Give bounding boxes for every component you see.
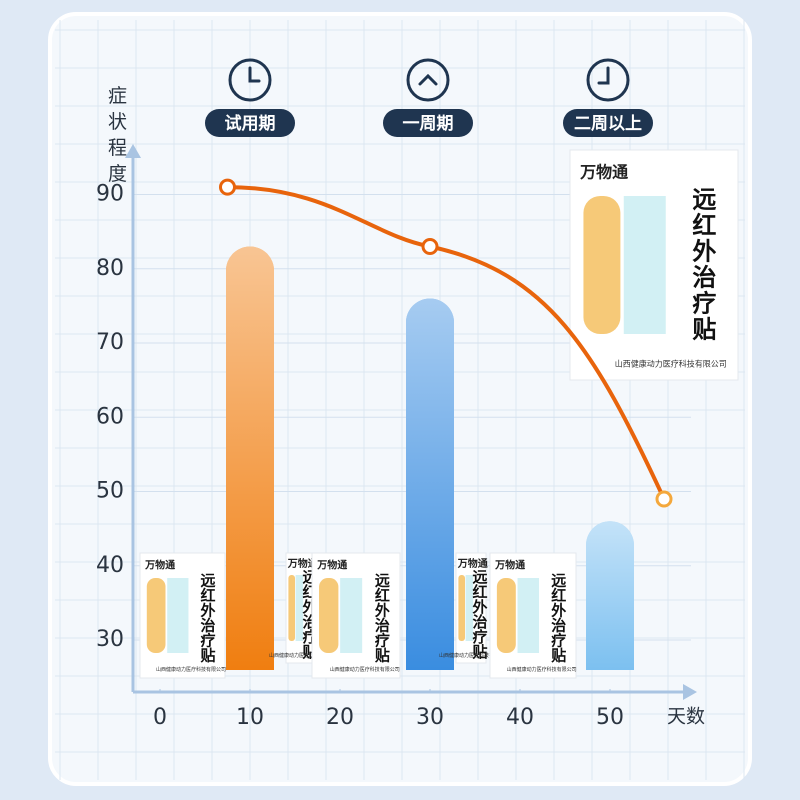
product-glow: [465, 575, 474, 641]
x-tick-label: 0: [153, 705, 167, 730]
x-tick-label: 40: [506, 705, 534, 730]
y-axis-label: 症状程度: [108, 85, 127, 185]
y-tick-label: 40: [96, 553, 124, 578]
y-tick-label: 70: [96, 330, 124, 355]
x-tick-label: 50: [596, 705, 624, 730]
product-glow: [295, 575, 304, 641]
bar-shine: [226, 246, 274, 670]
clock-icon: [586, 58, 630, 102]
y-tick-label: 30: [96, 627, 124, 652]
product-company: 山西健康动力医疗科技有限公司: [615, 358, 727, 368]
clock-icon: [406, 58, 450, 102]
phase-pill: [563, 109, 653, 137]
phase-pill: [205, 109, 295, 137]
product-company: 山西健康动力医疗科技有限公司: [330, 666, 400, 673]
phase-label: 二周以上: [574, 114, 642, 134]
product-brand: 万物通: [287, 557, 318, 570]
x-tick-label: 30: [416, 705, 444, 730]
product-figure: [583, 196, 621, 334]
product-name: 远红外治疗贴: [471, 568, 487, 661]
y-tick-label: 80: [96, 256, 124, 281]
bar-shine: [586, 521, 634, 670]
phase-label: 一周期: [403, 114, 454, 134]
x-tick-label: 20: [326, 705, 354, 730]
line-point: [421, 238, 439, 256]
line: [227, 185, 666, 500]
line-point: [655, 490, 673, 508]
product-figure: [458, 575, 465, 641]
product-company: 山西健康动力医疗科技有限公司: [269, 652, 339, 659]
product-brand: 万物通: [494, 559, 525, 572]
product-glow: [623, 196, 666, 334]
x-arrow: [683, 684, 697, 700]
product-company: 山西健康动力医疗科技有限公司: [156, 666, 226, 673]
x-axis-label: 天数: [667, 706, 705, 728]
y-tick-label: 50: [96, 479, 124, 504]
y-arrow: [125, 144, 141, 158]
y-tick-label: 90: [96, 182, 124, 207]
product-name: 远红外治疗贴: [199, 571, 215, 664]
product-figure: [496, 578, 516, 653]
product-name: 远红外治疗贴: [692, 186, 716, 344]
product-figure: [146, 578, 166, 653]
product-figure: [319, 578, 339, 653]
product-brand: 万物通: [316, 559, 347, 572]
product-brand: 万物通: [457, 557, 488, 570]
product-glow: [167, 578, 189, 653]
bar-shine: [406, 298, 454, 670]
clock-hand: [597, 66, 610, 85]
product-figure: [288, 575, 295, 641]
product-name: 远红外治疗贴: [550, 571, 566, 664]
product-brand: 万物通: [144, 559, 175, 572]
product-company: 山西健康动力医疗科技有限公司: [507, 666, 577, 673]
product-name: 远红外治疗贴: [374, 571, 390, 664]
clock-hand: [248, 66, 261, 83]
product-glow: [517, 578, 540, 653]
phase-pill: [383, 109, 473, 137]
phase-label: 试用期: [225, 114, 276, 134]
product-brand: 万物通: [579, 163, 628, 182]
line-point: [219, 178, 236, 196]
product-glow: [340, 578, 363, 653]
product-company: 山西健康动力医疗科技有限公司: [439, 652, 509, 659]
clock-hand: [418, 73, 438, 86]
y-tick-label: 60: [96, 404, 124, 429]
x-tick-label: 10: [236, 705, 264, 730]
clock-icon: [228, 58, 272, 102]
